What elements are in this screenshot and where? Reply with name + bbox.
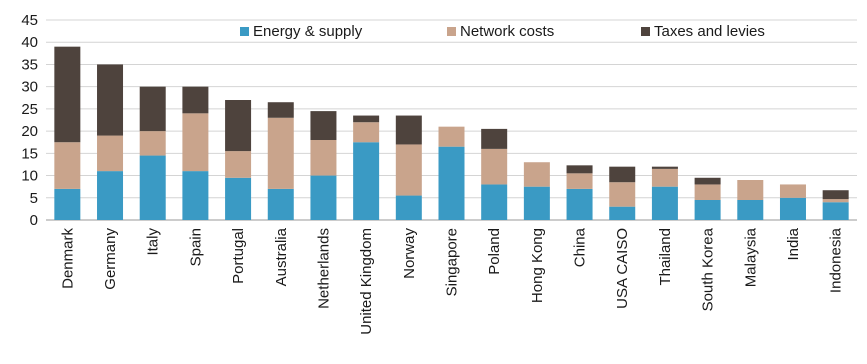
bar-segment-3 — [481, 128, 508, 149]
x-tick-label: Spain — [187, 228, 204, 266]
bar-segment-1 — [310, 175, 337, 220]
x-tick-label: Denmark — [59, 228, 76, 289]
y-axis: 0 5 10 15 20 25 30 35 40 45 — [21, 12, 38, 229]
bar-segment-2 — [438, 126, 465, 147]
legend-label: Taxes and levies — [654, 23, 765, 40]
y-tick-label: 30 — [21, 79, 38, 96]
bar-segment-1 — [822, 202, 849, 220]
bar-segment-1 — [182, 171, 209, 220]
bar-segment-2 — [779, 184, 806, 198]
bar-segment-3 — [97, 64, 124, 136]
bar-segment-1 — [395, 195, 422, 220]
legend-swatch — [240, 27, 249, 36]
legend: Energy & supply Network costs Taxes and le… — [240, 23, 765, 40]
bar-segment-1 — [481, 184, 508, 220]
x-tick-label: Germany — [102, 228, 119, 290]
legend-swatch — [641, 27, 650, 36]
bar-segment-1 — [651, 186, 678, 220]
bar-segment-1 — [523, 186, 550, 220]
bar-segment-3 — [822, 190, 849, 200]
x-tick-label: Indonesia — [828, 227, 845, 293]
y-tick-label: 45 — [21, 12, 38, 29]
bar-segment-3 — [651, 166, 678, 169]
x-tick-label: Australia — [273, 227, 290, 286]
x-tick-label: Singapore — [444, 228, 461, 296]
x-tick-label: USA CAISO — [614, 228, 631, 309]
bar-segment-1 — [97, 171, 124, 220]
bar-segment-1 — [353, 142, 380, 220]
bar-segment-1 — [609, 206, 636, 220]
y-tick-label: 15 — [21, 145, 38, 162]
y-tick-label: 40 — [21, 34, 38, 51]
legend-label: Energy & supply — [253, 23, 363, 40]
bar-segment-3 — [182, 86, 209, 114]
bars — [54, 46, 849, 220]
bar-segment-3 — [267, 102, 294, 118]
bar-segment-2 — [822, 199, 849, 203]
bar-segment-3 — [139, 86, 166, 132]
bar-segment-3 — [310, 111, 337, 140]
bar-segment-2 — [523, 162, 550, 187]
bar-segment-1 — [139, 155, 166, 220]
bar-segment-2 — [54, 142, 81, 189]
x-tick-label: Thailand — [657, 228, 674, 286]
bar-segment-2 — [182, 113, 209, 172]
y-tick-label: 0 — [30, 212, 38, 229]
x-tick-label: Portugal — [230, 228, 247, 284]
bar-segment-3 — [609, 166, 636, 183]
bar-segment-2 — [566, 173, 593, 189]
bar-segment-3 — [225, 100, 252, 152]
bar-segment-3 — [395, 115, 422, 145]
bar-segment-1 — [225, 177, 252, 220]
legend-label: Network costs — [460, 23, 554, 40]
bar-segment-2 — [139, 131, 166, 156]
x-tick-label: Italy — [145, 228, 162, 256]
x-tick-label: United Kingdom — [358, 228, 375, 335]
bar-segment-3 — [694, 177, 721, 185]
bar-segment-1 — [694, 200, 721, 220]
bar-segment-1 — [566, 188, 593, 220]
bar-segment-2 — [310, 140, 337, 176]
bar-segment-2 — [97, 135, 124, 172]
x-tick-label: Malaysia — [742, 227, 759, 287]
bar-segment-1 — [438, 146, 465, 220]
y-tick-label: 5 — [30, 190, 38, 207]
bar-segment-2 — [481, 148, 508, 185]
bar-segment-1 — [737, 200, 764, 220]
bar-segment-1 — [779, 197, 806, 220]
bar-segment-2 — [651, 168, 678, 187]
bar-segment-3 — [566, 165, 593, 174]
x-tick-label: Netherlands — [315, 228, 332, 309]
bar-segment-3 — [353, 115, 380, 123]
x-axis: Denmark Germany Italy Spain Portugal Australi… — [59, 227, 844, 334]
bar-segment-3 — [54, 46, 81, 143]
bar-segment-1 — [54, 188, 81, 220]
y-tick-label: 10 — [21, 168, 38, 185]
bar-segment-1 — [267, 188, 294, 220]
bar-segment-2 — [395, 144, 422, 196]
x-tick-label: Norway — [401, 228, 418, 279]
x-tick-label: India — [785, 227, 802, 260]
bar-segment-2 — [353, 122, 380, 143]
bar-segment-2 — [737, 180, 764, 200]
bar-segment-2 — [609, 182, 636, 207]
x-tick-label: Hong Kong — [529, 228, 546, 303]
y-tick-label: 20 — [21, 123, 38, 140]
y-tick-label: 25 — [21, 101, 38, 118]
y-tick-label: 35 — [21, 56, 38, 73]
x-tick-label: South Korea — [700, 227, 717, 311]
x-tick-label: China — [572, 227, 589, 267]
x-tick-label: Poland — [486, 228, 503, 275]
legend-swatch — [447, 27, 456, 36]
bar-segment-2 — [694, 184, 721, 200]
bar-segment-2 — [225, 151, 252, 178]
bar-segment-2 — [267, 117, 294, 189]
